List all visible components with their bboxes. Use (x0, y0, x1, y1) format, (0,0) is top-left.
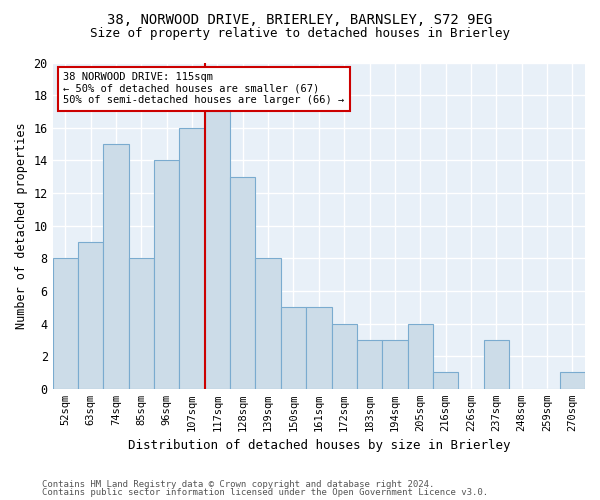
Y-axis label: Number of detached properties: Number of detached properties (15, 122, 28, 329)
Bar (560, 372, 585, 389)
Bar (179, 128, 205, 389)
Bar (256, 258, 281, 389)
Bar (332, 324, 357, 389)
Bar (433, 372, 458, 389)
Bar (53, 258, 78, 389)
Bar (306, 307, 332, 389)
Text: Size of property relative to detached houses in Brierley: Size of property relative to detached ho… (90, 28, 510, 40)
Bar (205, 112, 230, 389)
Bar (129, 258, 154, 389)
Bar (357, 340, 382, 389)
Bar (281, 307, 306, 389)
Text: Contains public sector information licensed under the Open Government Licence v3: Contains public sector information licen… (42, 488, 488, 497)
Bar (154, 160, 179, 389)
Bar (484, 340, 509, 389)
Bar (103, 144, 129, 389)
Text: 38, NORWOOD DRIVE, BRIERLEY, BARNSLEY, S72 9EG: 38, NORWOOD DRIVE, BRIERLEY, BARNSLEY, S… (107, 12, 493, 26)
Text: Contains HM Land Registry data © Crown copyright and database right 2024.: Contains HM Land Registry data © Crown c… (42, 480, 434, 489)
Text: 38 NORWOOD DRIVE: 115sqm
← 50% of detached houses are smaller (67)
50% of semi-d: 38 NORWOOD DRIVE: 115sqm ← 50% of detach… (64, 72, 344, 106)
X-axis label: Distribution of detached houses by size in Brierley: Distribution of detached houses by size … (128, 440, 510, 452)
Bar (382, 340, 407, 389)
Bar (78, 242, 103, 389)
Bar (407, 324, 433, 389)
Bar (230, 176, 256, 389)
